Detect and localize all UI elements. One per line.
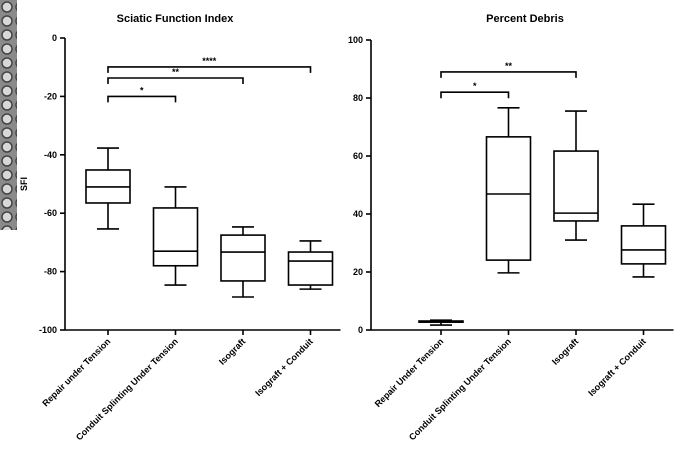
x-tick-label: Isograft + Conduit (253, 336, 315, 398)
x-tick-label: Repair under Tension (40, 336, 112, 408)
y-tick-label: 0 (52, 33, 57, 43)
chart-title: Percent Debris (486, 13, 564, 25)
significance-bracket (440, 91, 510, 99)
chart-title: Sciatic Function Index (117, 13, 235, 25)
significance-label: * (140, 85, 144, 95)
x-tick-label: Repair Under Tension (373, 336, 446, 409)
box (620, 225, 667, 265)
x-tick-label: Isograft (550, 336, 580, 366)
box (553, 150, 599, 222)
y-tick-label: 100 (348, 35, 363, 45)
x-tick-label: Isograft + Conduit (586, 336, 648, 398)
y-tick-label: -40 (44, 150, 57, 160)
y-tick-label: -100 (39, 325, 57, 335)
significance-label: **** (202, 56, 217, 66)
box (287, 251, 334, 286)
x-tick-label: Isograft (217, 336, 247, 366)
y-tick-label: 80 (353, 93, 363, 103)
significance-bracket (440, 71, 577, 78)
y-tick-label: -80 (44, 267, 57, 277)
y-tick-label: 60 (353, 151, 363, 161)
box (220, 234, 266, 282)
y-tick-label: 0 (358, 325, 363, 335)
significance-bracket (107, 95, 177, 103)
background-image (0, 0, 17, 230)
y-axis-label: SFI (19, 177, 29, 191)
box (152, 207, 199, 267)
y-tick-label: -60 (44, 208, 57, 218)
significance-label: ** (505, 61, 513, 71)
significance-label: * (473, 81, 477, 91)
y-tick-label: 20 (353, 267, 363, 277)
box (485, 136, 532, 261)
significance-bracket (107, 77, 244, 85)
significance-label: ** (172, 67, 180, 77)
significance-bracket (107, 66, 312, 73)
y-tick-label: -20 (44, 91, 57, 101)
y-tick-label: 40 (353, 209, 363, 219)
